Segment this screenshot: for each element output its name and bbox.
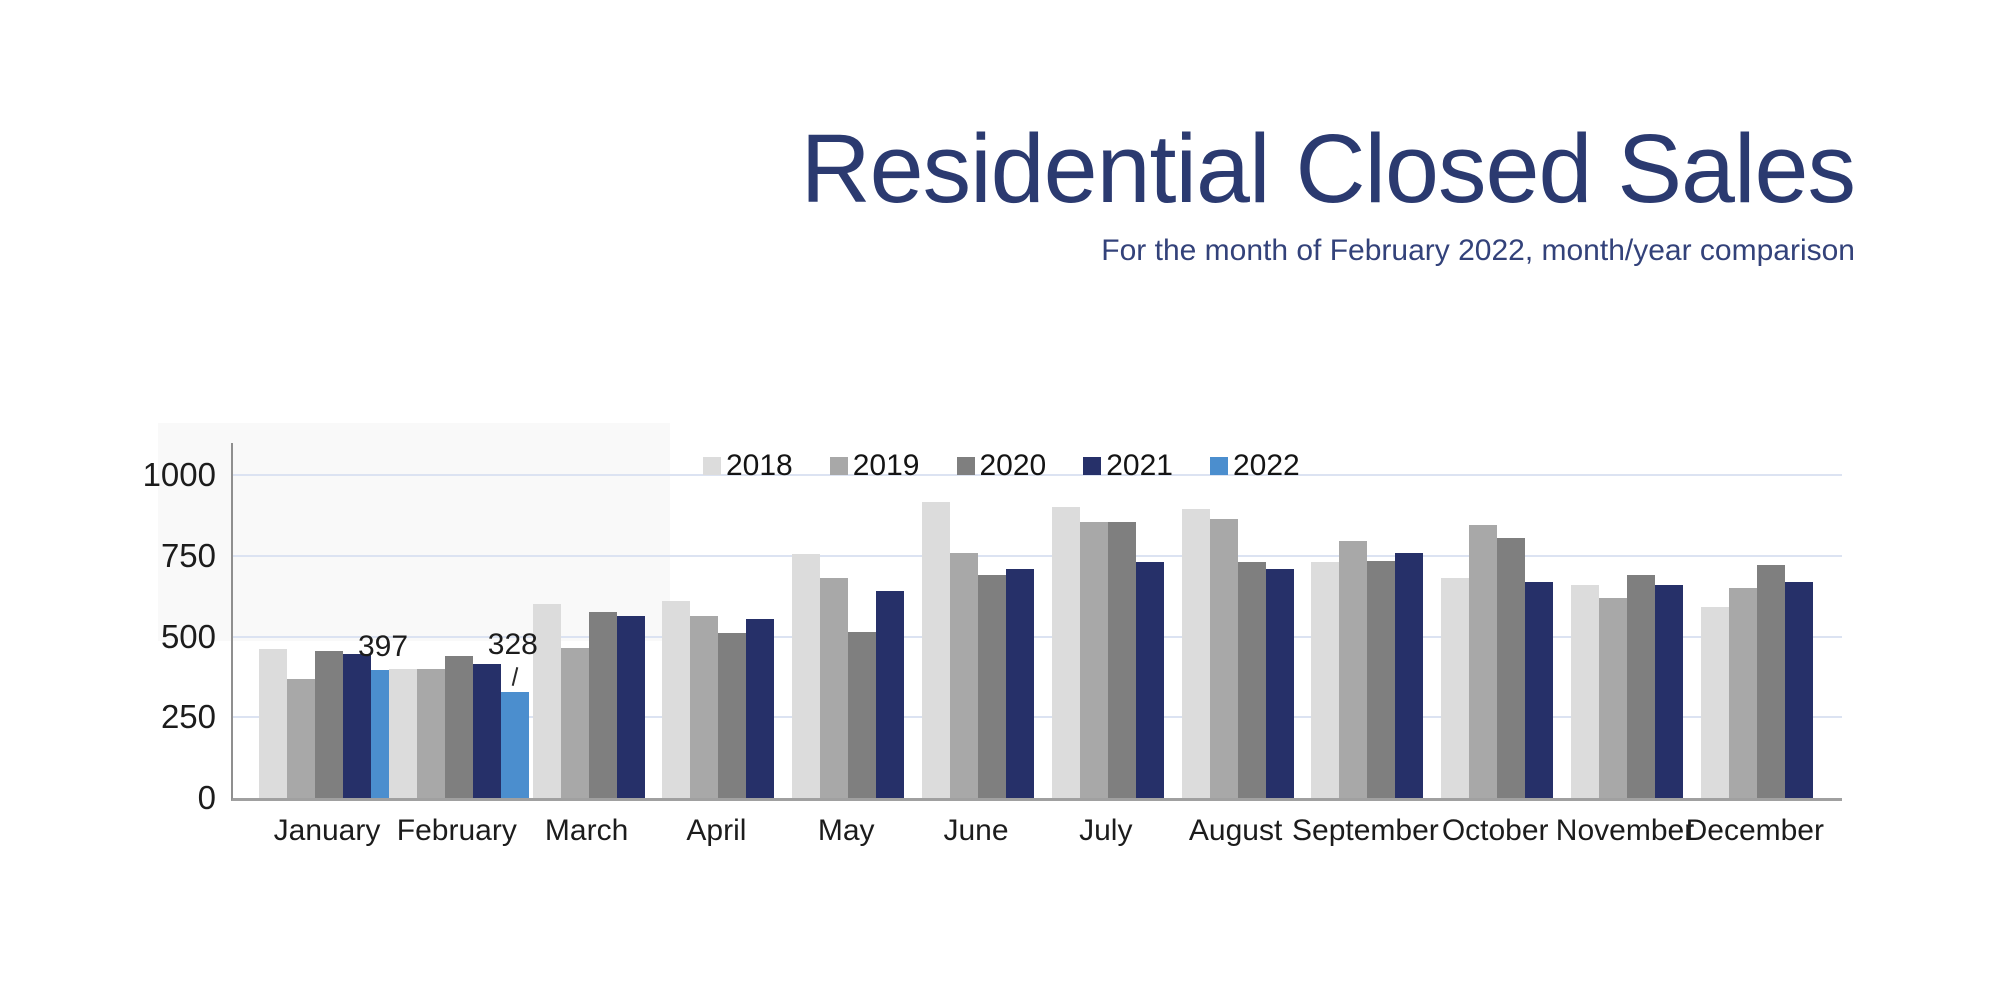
x-tick-label-december: December [1685, 814, 1824, 847]
bar-2019-january [287, 678, 315, 798]
bar-2019-may [820, 578, 849, 798]
legend-label: 2022 [1233, 449, 1300, 482]
bar-2021-february [472, 663, 501, 798]
legend-swatch-2018 [703, 457, 721, 475]
x-tick-label-october: October [1441, 814, 1549, 847]
title-block: Residential Closed Sales For the month o… [800, 114, 1856, 268]
x-tick-label-june: June [943, 814, 1009, 847]
x-tick-label-january: January [273, 814, 381, 847]
y-tick-label: 500 [160, 617, 216, 655]
bar-2019-september [1339, 541, 1368, 798]
bar-2018-january [259, 649, 287, 798]
x-tick-label-november: November [1555, 814, 1695, 847]
legend-swatch-2021 [1083, 457, 1102, 475]
legend-label: 2018 [726, 449, 793, 482]
legend-label: 2019 [852, 449, 920, 482]
bar-2021-october [1525, 581, 1554, 798]
data-label-397: 397 [357, 629, 409, 663]
bar-2019-december [1728, 588, 1757, 798]
bar-2018-november [1571, 584, 1599, 798]
legend-label: 2020 [979, 449, 1047, 482]
bar-2020-november [1627, 575, 1655, 798]
legend-item-2018: 2018 [703, 449, 793, 483]
bar-2019-october [1469, 525, 1498, 798]
bar-2020-february [444, 655, 473, 798]
bar-2021-march [616, 615, 645, 798]
legend-item-2020: 2020 [956, 449, 1047, 483]
y-tick-label: 750 [160, 536, 216, 574]
bar-2018-february [388, 668, 417, 798]
bar-2021-july [1135, 562, 1164, 798]
gridline-500 [233, 635, 1842, 638]
legend-swatch-2019 [829, 457, 848, 475]
y-tick-label: 0 [197, 779, 216, 816]
x-tick-label-september: September [1292, 814, 1439, 847]
bar-2020-august [1237, 562, 1266, 798]
bar-2020-may [848, 631, 877, 798]
x-tick-label-february: February [396, 814, 517, 847]
bar-2020-june [978, 575, 1006, 798]
bar-2021-november [1655, 584, 1683, 798]
bar-2018-march [532, 604, 561, 798]
bar-2018-may [792, 554, 821, 798]
bar-2020-march [588, 612, 617, 798]
legend: 2018 2019 2020 2021 2022 [703, 449, 1300, 483]
x-tick-label-march: March [544, 814, 629, 847]
chart-title: Residential Closed Sales [800, 114, 1856, 223]
bar-2019-april [690, 615, 719, 798]
bar-2018-april [662, 600, 691, 798]
bar-2018-december [1700, 607, 1729, 798]
bar-2021-june [1006, 568, 1034, 798]
x-tick-label-april: April [686, 814, 747, 847]
bar-2020-april [718, 633, 747, 798]
chart-subtitle: For the month of February 2022, month/ye… [1101, 233, 1855, 267]
gridline-1000 [233, 474, 1842, 476]
bar-2020-october [1497, 538, 1526, 798]
bar-2021-january [343, 654, 371, 798]
gridline-250 [233, 716, 1842, 719]
bar-2019-june [950, 552, 978, 798]
bar-2019-november [1599, 597, 1627, 798]
data-label-328: 328 [487, 628, 538, 662]
y-tick-label: 1000 [142, 456, 216, 493]
bar-2019-july [1079, 521, 1108, 798]
bar-2018-october [1441, 578, 1470, 798]
bar-2018-august [1181, 508, 1210, 798]
bar-2021-may [876, 591, 905, 798]
bar-2020-july [1107, 521, 1136, 798]
bar-2022-february [500, 692, 529, 798]
bar-2018-june [922, 502, 950, 798]
x-tick-label-august: August [1188, 814, 1283, 847]
bar-2018-july [1051, 507, 1080, 798]
gridline-750 [233, 554, 1842, 557]
bar-2020-january [315, 651, 343, 798]
bar-2019-february [416, 668, 445, 798]
x-tick-label-may: May [817, 814, 875, 847]
bar-2018-september [1311, 562, 1340, 798]
plot-area [231, 443, 1842, 801]
bar-2020-september [1367, 560, 1396, 798]
bar-2021-april [746, 618, 775, 798]
bar-2020-december [1756, 565, 1785, 798]
bar-2019-august [1209, 518, 1238, 798]
legend-label: 2021 [1106, 449, 1173, 482]
legend-item-2022: 2022 [1210, 449, 1300, 483]
bar-2021-december [1784, 581, 1813, 798]
bar-2021-september [1395, 552, 1424, 798]
x-tick-label-july: July [1079, 814, 1133, 847]
legend-swatch-2020 [956, 457, 975, 475]
legend-swatch-2022 [1210, 457, 1228, 475]
bar-2021-august [1265, 568, 1294, 798]
y-tick-label: 250 [160, 698, 216, 736]
legend-item-2021: 2021 [1083, 449, 1173, 483]
legend-item-2019: 2019 [829, 449, 920, 483]
bar-2019-march [560, 647, 589, 798]
